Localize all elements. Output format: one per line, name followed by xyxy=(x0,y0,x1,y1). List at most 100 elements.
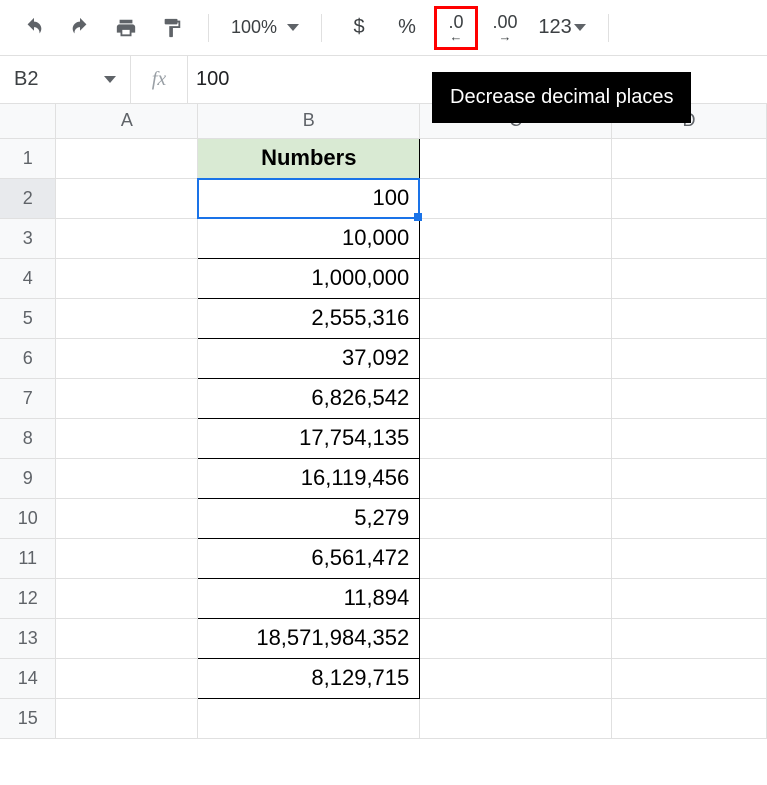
select-all-corner[interactable] xyxy=(0,104,56,138)
row-header-2[interactable]: 2 xyxy=(0,178,56,218)
row-header-12[interactable]: 12 xyxy=(0,578,56,618)
increase-decimal-button[interactable]: .00 → xyxy=(484,8,526,48)
row-header-1[interactable]: 1 xyxy=(0,138,56,178)
cell-A6[interactable] xyxy=(56,338,198,378)
arrow-right-icon: → xyxy=(499,30,512,43)
cell-A12[interactable] xyxy=(56,578,198,618)
chevron-down-icon xyxy=(104,76,116,83)
cell-D7[interactable] xyxy=(612,378,767,418)
row-header-6[interactable]: 6 xyxy=(0,338,56,378)
row-header-4[interactable]: 4 xyxy=(0,258,56,298)
cell-B8[interactable]: 17,754,135 xyxy=(198,418,420,458)
cell-C13[interactable] xyxy=(420,618,612,658)
cell-C1[interactable] xyxy=(420,138,612,178)
cell-A7[interactable] xyxy=(56,378,198,418)
cell-C5[interactable] xyxy=(420,298,612,338)
increase-decimal-label: .00 xyxy=(493,13,518,31)
cell-C7[interactable] xyxy=(420,378,612,418)
toolbar-separator xyxy=(208,14,209,42)
chevron-down-icon xyxy=(287,24,299,31)
arrow-left-icon: ← xyxy=(450,30,463,43)
row-header-10[interactable]: 10 xyxy=(0,498,56,538)
cell-C2[interactable] xyxy=(420,178,612,218)
cell-C4[interactable] xyxy=(420,258,612,298)
print-button[interactable] xyxy=(106,8,146,48)
row-header-9[interactable]: 9 xyxy=(0,458,56,498)
cell-D5[interactable] xyxy=(612,298,767,338)
row-header-15[interactable]: 15 xyxy=(0,698,56,738)
cell-C14[interactable] xyxy=(420,658,612,698)
cell-A5[interactable] xyxy=(56,298,198,338)
decrease-decimal-label: .0 xyxy=(449,13,464,31)
column-header-A[interactable]: A xyxy=(56,104,198,138)
cell-D2[interactable] xyxy=(612,178,767,218)
cell-D4[interactable] xyxy=(612,258,767,298)
cell-A4[interactable] xyxy=(56,258,198,298)
row-header-11[interactable]: 11 xyxy=(0,538,56,578)
cell-A3[interactable] xyxy=(56,218,198,258)
row-header-14[interactable]: 14 xyxy=(0,658,56,698)
redo-button[interactable] xyxy=(60,8,100,48)
toolbar: 100% $ % .0 ← .00 → 123 xyxy=(0,0,767,56)
cell-B11[interactable]: 6,561,472 xyxy=(198,538,420,578)
cell-A1[interactable] xyxy=(56,138,198,178)
cell-D9[interactable] xyxy=(612,458,767,498)
format-percent-button[interactable]: % xyxy=(386,8,428,48)
row-header-5[interactable]: 5 xyxy=(0,298,56,338)
cell-C10[interactable] xyxy=(420,498,612,538)
cell-C3[interactable] xyxy=(420,218,612,258)
cell-C8[interactable] xyxy=(420,418,612,458)
cell-B15[interactable] xyxy=(198,698,420,738)
cell-C11[interactable] xyxy=(420,538,612,578)
cell-C9[interactable] xyxy=(420,458,612,498)
cell-A9[interactable] xyxy=(56,458,198,498)
column-header-B[interactable]: B xyxy=(198,104,420,138)
cell-A13[interactable] xyxy=(56,618,198,658)
undo-button[interactable] xyxy=(14,8,54,48)
cell-B1[interactable]: Numbers xyxy=(198,138,420,178)
cell-A14[interactable] xyxy=(56,658,198,698)
cell-D12[interactable] xyxy=(612,578,767,618)
cell-A15[interactable] xyxy=(56,698,198,738)
cell-B13[interactable]: 18,571,984,352 xyxy=(198,618,420,658)
cell-D11[interactable] xyxy=(612,538,767,578)
row-header-8[interactable]: 8 xyxy=(0,418,56,458)
cell-A10[interactable] xyxy=(56,498,198,538)
row-header-13[interactable]: 13 xyxy=(0,618,56,658)
cell-A2[interactable] xyxy=(56,178,198,218)
paint-format-button[interactable] xyxy=(152,8,192,48)
cell-B14[interactable]: 8,129,715 xyxy=(198,658,420,698)
cell-B12[interactable]: 11,894 xyxy=(198,578,420,618)
cell-D1[interactable] xyxy=(612,138,767,178)
cell-A8[interactable] xyxy=(56,418,198,458)
cell-B5[interactable]: 2,555,316 xyxy=(198,298,420,338)
zoom-value: 100% xyxy=(231,17,277,38)
cell-D8[interactable] xyxy=(612,418,767,458)
toolbar-separator xyxy=(321,14,322,42)
cell-D3[interactable] xyxy=(612,218,767,258)
more-formats-button[interactable]: 123 xyxy=(532,8,592,48)
decrease-decimal-button[interactable]: .0 ← xyxy=(434,6,478,50)
cell-C12[interactable] xyxy=(420,578,612,618)
cell-B3[interactable]: 10,000 xyxy=(198,218,420,258)
row-header-3[interactable]: 3 xyxy=(0,218,56,258)
cell-D6[interactable] xyxy=(612,338,767,378)
format-currency-button[interactable]: $ xyxy=(338,8,380,48)
spreadsheet-grid: ABCD1Numbers2100310,00041,000,00052,555,… xyxy=(0,104,767,739)
cell-B9[interactable]: 16,119,456 xyxy=(198,458,420,498)
cell-B10[interactable]: 5,279 xyxy=(198,498,420,538)
cell-D15[interactable] xyxy=(612,698,767,738)
cell-C6[interactable] xyxy=(420,338,612,378)
cell-B6[interactable]: 37,092 xyxy=(198,338,420,378)
cell-C15[interactable] xyxy=(420,698,612,738)
row-header-7[interactable]: 7 xyxy=(0,378,56,418)
cell-B7[interactable]: 6,826,542 xyxy=(198,378,420,418)
cell-D10[interactable] xyxy=(612,498,767,538)
cell-A11[interactable] xyxy=(56,538,198,578)
cell-D13[interactable] xyxy=(612,618,767,658)
cell-B2[interactable]: 100 xyxy=(198,178,420,218)
zoom-dropdown[interactable]: 100% xyxy=(225,17,305,38)
cell-D14[interactable] xyxy=(612,658,767,698)
name-box[interactable]: B2 xyxy=(0,56,130,103)
cell-B4[interactable]: 1,000,000 xyxy=(198,258,420,298)
